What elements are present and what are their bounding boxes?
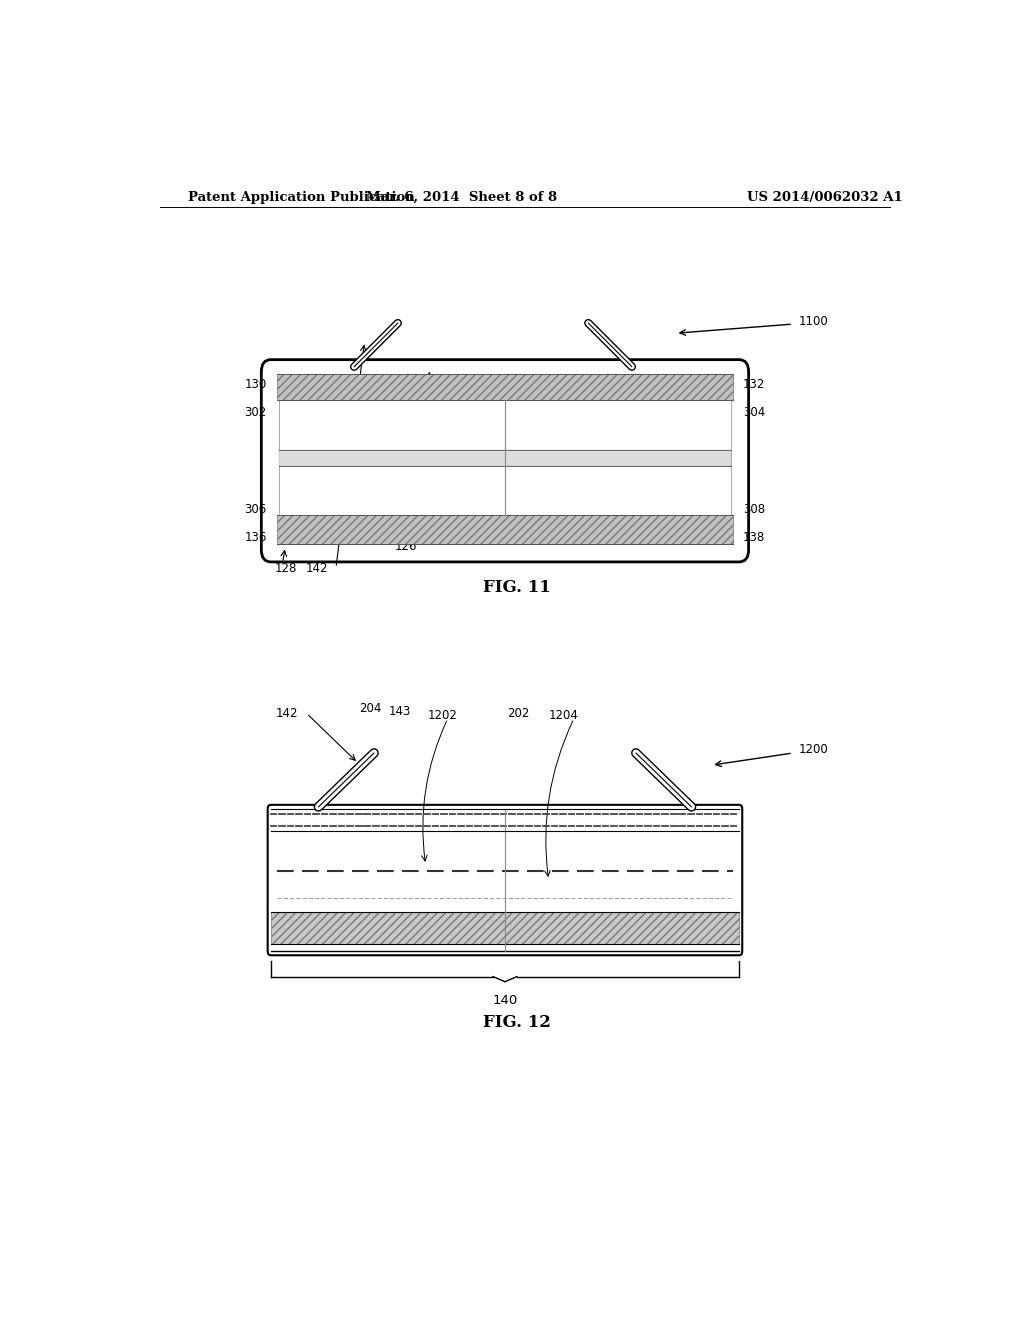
- Text: 1200: 1200: [799, 743, 828, 756]
- Text: 306: 306: [245, 503, 267, 516]
- Text: 142: 142: [276, 706, 299, 719]
- Text: 138: 138: [743, 531, 765, 544]
- Text: FIG. 12: FIG. 12: [483, 1014, 551, 1031]
- Bar: [278, 374, 733, 400]
- Text: 1204: 1204: [549, 709, 579, 722]
- Text: Patent Application Publication: Patent Application Publication: [187, 190, 415, 203]
- Text: 302: 302: [245, 407, 267, 418]
- Text: 136: 136: [245, 531, 267, 544]
- Text: 204: 204: [358, 702, 381, 714]
- Text: 1100: 1100: [799, 314, 828, 327]
- Text: 126: 126: [395, 540, 418, 553]
- FancyBboxPatch shape: [267, 805, 742, 956]
- Text: 142: 142: [305, 561, 328, 574]
- Bar: [278, 515, 733, 544]
- Text: US 2014/0062032 A1: US 2014/0062032 A1: [748, 190, 903, 203]
- Text: 128: 128: [274, 561, 297, 574]
- Text: FIG. 11: FIG. 11: [483, 579, 551, 595]
- Bar: [279, 450, 731, 466]
- Text: 308: 308: [743, 503, 765, 516]
- Bar: [270, 912, 739, 944]
- Text: Mar. 6, 2014  Sheet 8 of 8: Mar. 6, 2014 Sheet 8 of 8: [366, 190, 557, 203]
- Text: 1202: 1202: [428, 709, 458, 722]
- Text: 130: 130: [245, 378, 267, 391]
- Bar: [279, 400, 731, 515]
- Text: 202: 202: [507, 706, 529, 719]
- FancyBboxPatch shape: [261, 359, 749, 562]
- Text: 140: 140: [493, 994, 517, 1007]
- Text: 143: 143: [389, 705, 412, 718]
- Text: 304: 304: [743, 407, 765, 418]
- Text: 132: 132: [743, 378, 765, 391]
